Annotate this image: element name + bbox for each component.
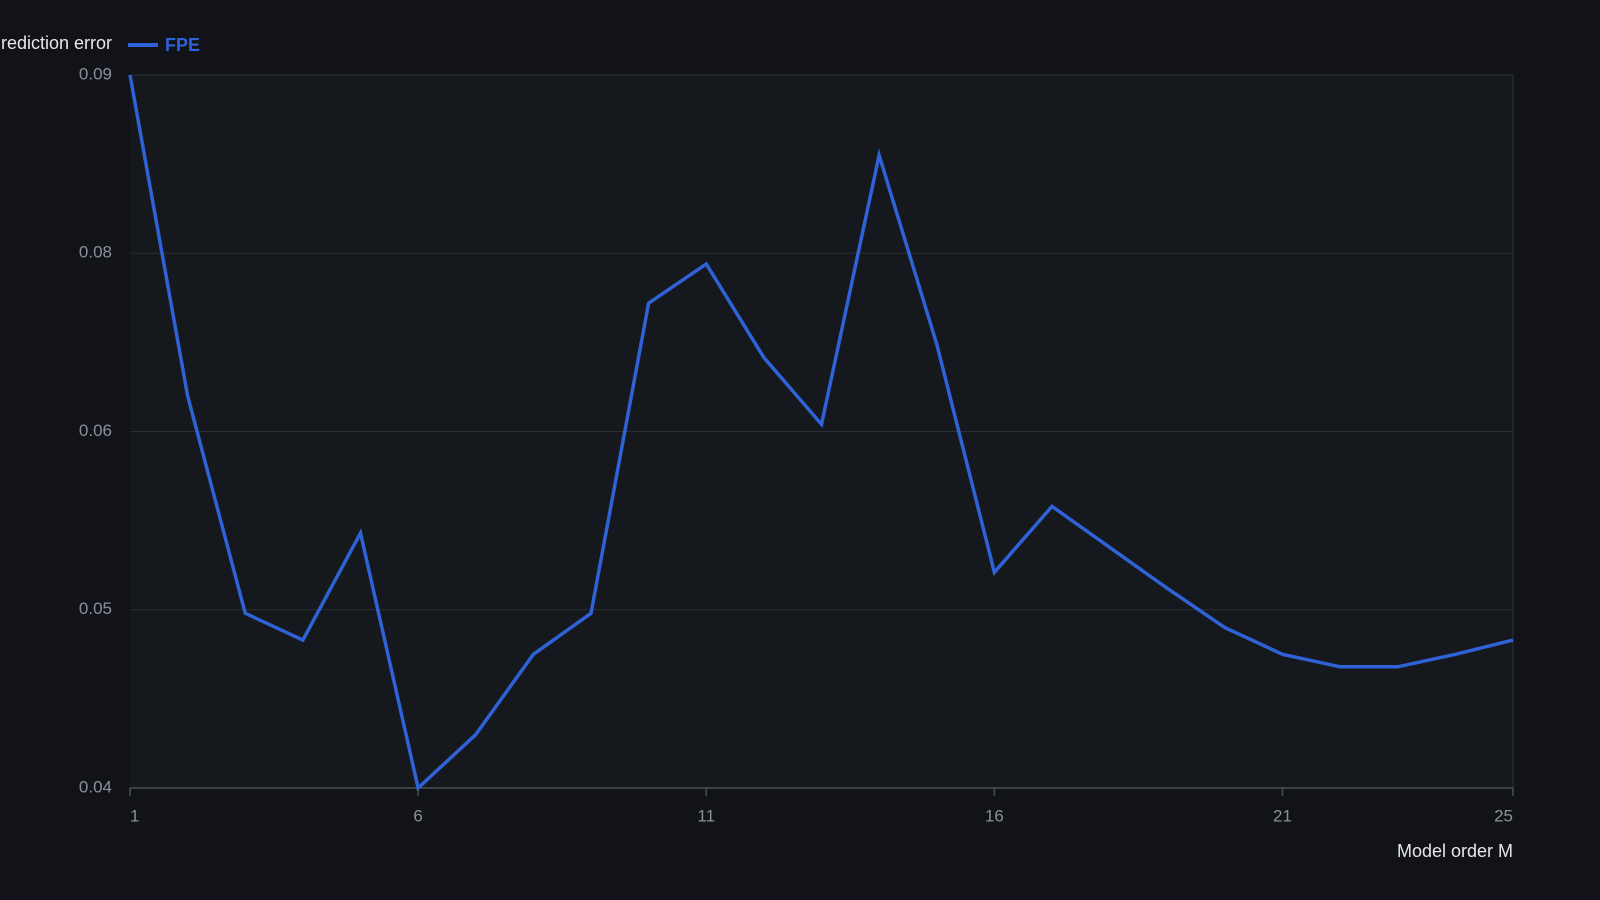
y-tick-label: 0.08 xyxy=(79,243,112,262)
y-axis-title: Prediction error xyxy=(0,33,112,53)
y-tick-label: 0.09 xyxy=(79,64,112,83)
x-axis-title: Model order M xyxy=(1397,841,1513,861)
data-line xyxy=(128,74,1514,792)
y-tick-label: 0.06 xyxy=(79,421,112,440)
y-tick-label: 0.04 xyxy=(79,777,112,796)
y-tick-label: 0.05 xyxy=(79,599,112,618)
x-tick-label: 6 xyxy=(413,806,422,825)
x-tick-label: 1 xyxy=(130,806,139,825)
legend-label: FPE xyxy=(165,35,200,55)
x-tick-label: 21 xyxy=(1273,806,1292,825)
x-tick-label: 16 xyxy=(985,806,1004,825)
x-tick-label: 25 xyxy=(1494,806,1513,825)
x-tick-label: 11 xyxy=(697,806,715,825)
